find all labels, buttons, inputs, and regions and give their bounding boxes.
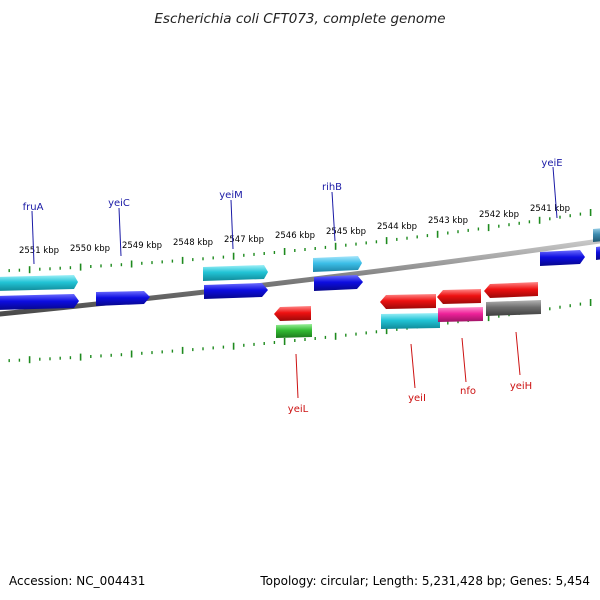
gene-arrow[interactable] [596, 246, 600, 260]
label-leader [295, 353, 299, 399]
label-leader [31, 210, 35, 265]
genome-backbone [0, 238, 600, 317]
map-title: Escherichia coli CFT073, complete genome [154, 11, 445, 27]
gene-label-yeiM[interactable]: yeiM [219, 190, 242, 201]
tick-label: 2548 kbp [173, 238, 213, 248]
gene-arrow[interactable] [593, 228, 600, 242]
gene-arrow[interactable] [314, 275, 363, 291]
gene-label-yeiC[interactable]: yeiC [108, 198, 130, 209]
gene-arrow[interactable] [380, 294, 436, 309]
label-leader [461, 337, 467, 383]
tick-label: 2551 kbp [19, 246, 59, 256]
label-leader [410, 343, 416, 389]
tick-label: 2541 kbp [530, 204, 570, 214]
gene-arrow[interactable] [540, 250, 585, 266]
label-leader [230, 199, 234, 250]
reverse-strand-features [274, 282, 541, 338]
accession-text: Accession: NC_004431 [9, 574, 146, 588]
scale-labels: 2551 kbp 2550 kbp 2549 kbp 2548 kbp 2547… [19, 204, 570, 256]
gene-arrow[interactable] [486, 300, 541, 316]
label-leader [331, 191, 336, 242]
tick-label: 2549 kbp [122, 241, 162, 251]
gene-label-yeiI[interactable]: yeiI [408, 393, 426, 404]
tick-label: 2547 kbp [224, 235, 264, 245]
gene-label-yeiH[interactable]: yeiH [510, 381, 532, 392]
tick-label: 2545 kbp [326, 227, 366, 237]
gene-arrow[interactable] [204, 283, 268, 299]
label-leader [552, 166, 558, 219]
tick-label: 2544 kbp [377, 222, 417, 232]
forward-gene-labels: fruA yeiC yeiM rihB yeiE [23, 158, 563, 265]
tick-label: 2543 kbp [428, 216, 468, 226]
gene-label-fruA[interactable]: fruA [23, 202, 44, 213]
reverse-gene-labels: yeiL yeiI nfo yeiH [288, 331, 532, 415]
tick-label: 2550 kbp [70, 244, 110, 254]
gene-arrow[interactable] [381, 313, 440, 329]
gene-arrow[interactable] [313, 256, 362, 272]
gene-arrow[interactable] [0, 294, 79, 310]
gene-arrow[interactable] [274, 306, 311, 321]
tick-label: 2542 kbp [479, 210, 519, 220]
gene-arrow[interactable] [484, 282, 538, 298]
gene-label-nfo[interactable]: nfo [460, 386, 476, 397]
gene-label-rihB[interactable]: rihB [322, 182, 342, 193]
gene-label-yeiL[interactable]: yeiL [288, 404, 309, 415]
forward-scale-ticks [8, 209, 592, 274]
gene-arrow[interactable] [437, 289, 481, 304]
gene-arrow[interactable] [96, 291, 150, 306]
genome-summary-text: Topology: circular; Length: 5,231,428 bp… [260, 574, 590, 588]
label-leader [515, 331, 521, 376]
gene-arrow[interactable] [203, 265, 268, 281]
gene-arrow[interactable] [276, 324, 312, 338]
gene-arrow[interactable] [438, 307, 483, 322]
gene-label-yeiE[interactable]: yeiE [541, 158, 562, 169]
forward-strand-features [0, 228, 600, 310]
tick-label: 2546 kbp [275, 231, 315, 241]
gene-arrow[interactable] [0, 275, 78, 291]
label-leader [118, 207, 122, 257]
